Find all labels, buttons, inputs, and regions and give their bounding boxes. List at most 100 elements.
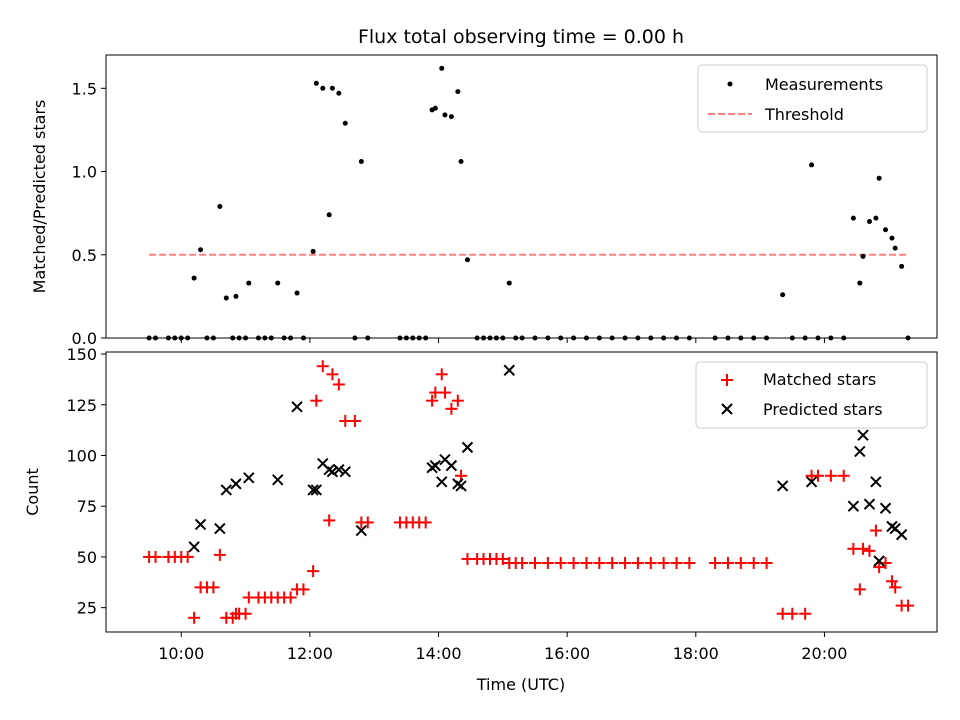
matched-stars-point — [824, 469, 837, 482]
y-tick-label: 125 — [66, 396, 97, 415]
predicted-stars-point — [220, 484, 232, 496]
matched-stars-point — [580, 557, 593, 570]
matched-stars-point — [310, 394, 323, 407]
matched-stars-point — [631, 557, 644, 570]
measurement-point — [876, 175, 882, 181]
matched-stars-point — [181, 550, 194, 563]
matched-stars-point — [361, 516, 374, 529]
matched-stars-point — [567, 557, 580, 570]
matched-stars-point — [721, 557, 734, 570]
matched-stars-point — [332, 378, 345, 391]
predicted-stars-point — [429, 459, 442, 472]
legend-predicted-marker — [721, 403, 733, 415]
predicted-stars-point — [310, 484, 323, 496]
predicted-stars-point — [461, 441, 474, 454]
predicted-stars-point — [857, 429, 869, 441]
matched-stars-point — [837, 469, 850, 482]
matched-stars-point — [889, 581, 902, 594]
matched-stars-point — [869, 524, 882, 537]
matched-stars-point — [451, 394, 464, 407]
matched-stars-point — [496, 552, 509, 565]
predicted-stars-point — [870, 476, 882, 488]
y-tick-label: 0.0 — [72, 329, 97, 348]
predicted-stars-point — [445, 459, 458, 472]
measurement-point — [892, 245, 898, 251]
predicted-stars-point — [455, 480, 467, 492]
measurement-point — [326, 212, 332, 218]
matched-stars-point — [593, 557, 606, 570]
measurement-point — [455, 89, 461, 95]
bottom-y-ticks: 25 50 75 100 125 150 — [66, 345, 106, 618]
matched-stars-point — [619, 557, 632, 570]
matched-stars-point — [326, 368, 339, 381]
matched-stars-point — [419, 516, 432, 529]
top-legend[interactable]: Measurements Threshold — [697, 64, 928, 133]
legend-matched-marker — [721, 374, 733, 386]
measurement-point — [448, 114, 454, 120]
measurement-point — [873, 215, 879, 221]
top-y-ticks: 0.0 0.5 1.0 1.5 — [72, 79, 106, 348]
measurement-point — [223, 295, 229, 301]
matched-stars-point — [297, 583, 310, 596]
matched-stars-point — [786, 607, 799, 620]
predicted-stars-point — [873, 555, 885, 567]
matched-stars-point — [657, 557, 670, 570]
predicted-stars-point — [854, 445, 866, 458]
matched-stars-point — [885, 575, 898, 588]
measurement-point — [889, 235, 895, 241]
matched-stars-point — [445, 402, 458, 415]
predicted-stars-point — [214, 522, 226, 535]
measurement-point — [217, 203, 223, 209]
matched-stars-point — [239, 607, 252, 620]
axes-frame-bottom — [105, 351, 938, 633]
predicted-stars-point — [355, 524, 368, 537]
measurement-point — [198, 247, 204, 253]
x-axis-label: Time (UTC) — [476, 675, 565, 694]
measurement-point — [506, 280, 512, 286]
bottom-legend-box — [695, 361, 928, 429]
matched-stars-point — [149, 550, 162, 563]
measurement-point — [857, 280, 863, 286]
y-tick-label: 1.5 — [72, 79, 97, 98]
predicted-stars-point — [895, 528, 908, 541]
measurement-point — [233, 293, 239, 299]
legend-measurements-marker — [727, 81, 733, 87]
predicted-stars-point — [863, 498, 876, 510]
axes-frame-top — [105, 54, 938, 339]
bottom-x-ticks: 10:00 12:00 14:00 16:00 18:00 20:00 — [158, 632, 847, 663]
predicted-stars-point — [436, 476, 448, 488]
matched-stars-point — [426, 394, 439, 407]
measurement-point — [358, 159, 364, 165]
matched-stars-point — [853, 583, 866, 596]
measurement-point — [336, 90, 342, 96]
bottom-marks — [143, 360, 915, 624]
matched-stars-point — [873, 561, 886, 574]
legend-matched-label: Matched stars — [763, 370, 876, 389]
y-tick-label: 0.5 — [72, 246, 97, 265]
predicted-stars-point — [847, 500, 860, 512]
y-tick-label: 100 — [66, 446, 97, 465]
top-legend-box — [697, 64, 928, 133]
panel-top: 0.0 0.5 1.0 1.5 Matched/Predicted stars Mea… — [30, 54, 938, 348]
panel-bottom: 25 50 75 100 125 150 10:00 12:00 14:00 16:00 18:0… — [23, 345, 938, 694]
x-tick-label: 14:00 — [415, 644, 461, 663]
y-tick-label: 75 — [77, 497, 97, 516]
matched-stars-point — [438, 386, 451, 399]
predicted-stars-point — [188, 541, 200, 553]
predicted-stars-point — [776, 480, 789, 492]
matched-stars-point — [709, 557, 722, 570]
predicted-stars-point — [194, 518, 207, 531]
predicted-stars-point — [243, 472, 255, 484]
x-tick-label: 16:00 — [544, 644, 590, 663]
matched-stars-point — [207, 581, 220, 594]
predicted-stars-point — [333, 463, 345, 476]
matched-stars-point — [316, 360, 329, 373]
predicted-stars-point — [339, 466, 351, 478]
measurement-point — [329, 85, 335, 91]
bottom-legend[interactable]: Matched stars Predicted stars — [695, 361, 928, 429]
predicted-stars-point — [230, 478, 242, 490]
measurement-point — [899, 263, 905, 269]
predicted-stars-point — [307, 484, 319, 496]
chart-title: Flux total observing time = 0.00 h — [358, 26, 684, 48]
